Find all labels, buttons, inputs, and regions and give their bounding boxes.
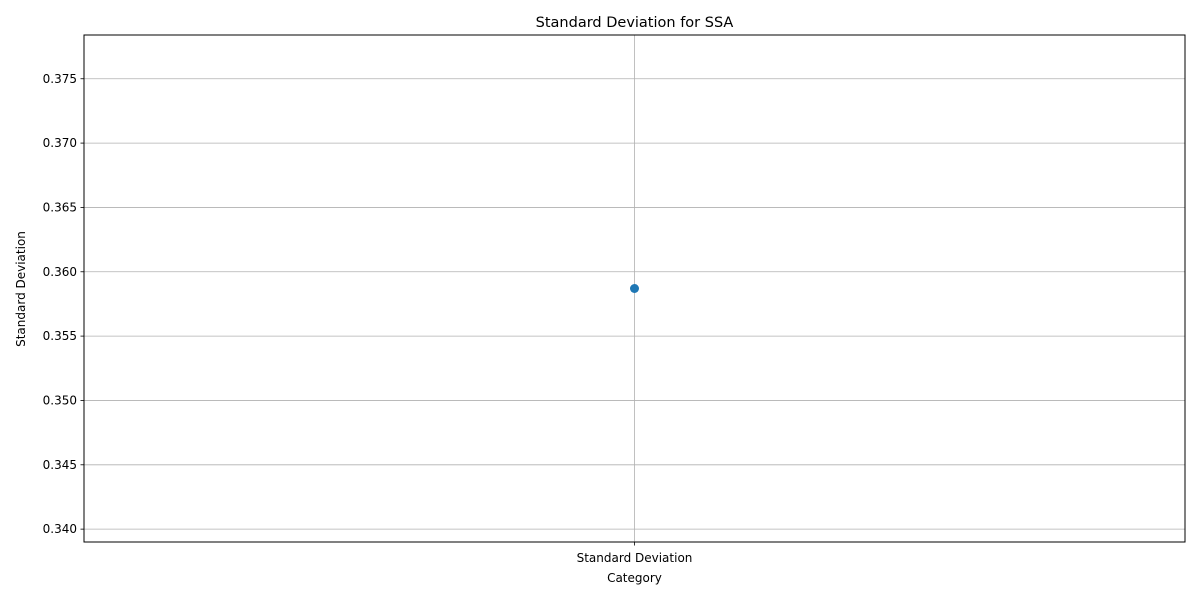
y-tick-label: 0.355 [43,329,77,343]
grid-layer [84,35,1185,542]
y-tick-label: 0.370 [43,136,77,150]
x-tick-label: Standard Deviation [577,551,693,565]
y-tick-label: 0.345 [43,458,77,472]
chart-title: Standard Deviation for SSA [536,15,734,31]
y-axis-label: Standard Deviation [14,231,28,347]
x-axis-label: Category [607,571,662,585]
data-layer [630,284,639,293]
y-tick-label: 0.375 [43,72,77,86]
y-tick-label: 0.360 [43,265,77,279]
tick-layer: 0.340 0.345 0.350 0.355 0.360 0.365 0.370 0.375… [43,72,693,565]
y-tick-label: 0.350 [43,393,77,407]
data-point [630,284,639,293]
y-tick-label: 0.365 [43,200,77,214]
y-tick-label: 0.340 [43,522,77,536]
